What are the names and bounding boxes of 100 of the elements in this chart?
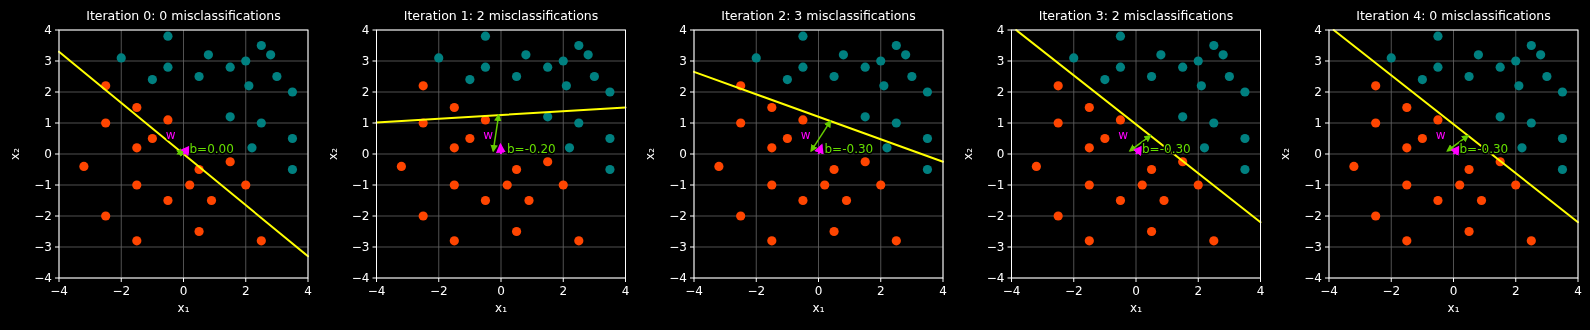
point [116,53,126,63]
point [1402,236,1412,246]
y-tick-label: 4 [361,23,370,38]
point [782,75,792,85]
point [558,56,568,66]
point [1526,118,1536,128]
point [1557,133,1568,144]
point [1433,115,1443,125]
point [1417,75,1427,85]
point [194,71,204,82]
point [605,133,615,144]
point [502,180,512,190]
y-tick-label: −2 [1304,209,1322,224]
point [480,195,491,206]
point [1146,164,1157,175]
point [465,133,475,144]
point [1053,211,1063,221]
y-tick-label: 3 [996,54,1005,69]
y-tick-label: −1 [34,178,52,193]
point [132,236,142,246]
y-axis-title: x₂ [960,147,975,160]
y-tick-label: 1 [996,116,1005,131]
point [185,180,195,190]
point [225,157,235,167]
point [922,87,933,97]
point [194,226,204,237]
point [1218,50,1228,60]
point [1084,180,1094,190]
point [1069,53,1079,63]
point [820,180,830,190]
point [1557,87,1568,97]
point [907,71,917,82]
point [561,81,571,91]
x-tick-label: 4 [304,284,312,298]
x-tick-label: 4 [1574,284,1582,298]
point [767,102,777,113]
point [1514,81,1524,91]
point [1159,195,1169,206]
point [1115,62,1126,72]
point [605,164,615,175]
point [256,236,266,246]
point [829,164,839,175]
point [1115,31,1126,41]
point [543,112,553,122]
y-tick-label: 1 [1314,116,1322,131]
x-tick-label: 0 [497,284,505,298]
point [1417,133,1427,144]
y-tick-label: 1 [44,116,52,131]
x-tick-label: 0 [179,284,188,298]
point [434,53,444,63]
point [714,161,724,171]
point [583,50,593,60]
point [1240,87,1250,97]
point [1100,75,1110,85]
point [1178,112,1188,122]
point [1196,81,1206,91]
point [101,211,111,221]
point [1433,195,1443,206]
point [147,133,157,144]
annotation: w [1118,128,1129,143]
y-tick-label: 4 [679,23,687,38]
point [225,62,235,72]
point [1115,115,1126,125]
point [1371,211,1381,221]
point [1402,102,1412,113]
y-axis-title: x₂ [1278,147,1292,160]
y-tick-label: −1 [351,178,370,193]
y-axis-title: x₂ [643,147,657,160]
point [449,180,459,190]
x-tick-label: 0 [1449,284,1458,298]
y-tick-label: 2 [361,85,370,100]
point [841,195,852,206]
point [1156,50,1166,60]
annotation: w [483,128,494,143]
point [876,180,886,190]
x-axis-title: x₁ [1130,301,1143,315]
x-tick-label: −2 [1382,284,1401,298]
point [1209,40,1219,51]
y-tick-label: 4 [1314,23,1322,38]
point [558,180,568,190]
point [511,164,522,175]
point [1084,236,1094,246]
point [163,115,173,125]
y-tick-label: −4 [669,271,687,286]
y-tick-label: 1 [361,116,370,131]
x-tick-label: −2 [747,284,766,298]
point [1209,118,1219,128]
point [1224,71,1234,82]
point [767,236,777,246]
y-tick-label: −3 [669,240,687,255]
point [901,50,911,60]
y-tick-label: −2 [34,209,52,224]
point [287,164,298,175]
point [767,143,777,153]
y-tick-label: 3 [679,54,687,69]
point [1517,143,1527,153]
y-tick-label: 3 [1314,54,1322,69]
x-tick-label: −2 [112,284,131,298]
x-tick-label: 2 [1194,284,1203,298]
point [465,75,475,85]
